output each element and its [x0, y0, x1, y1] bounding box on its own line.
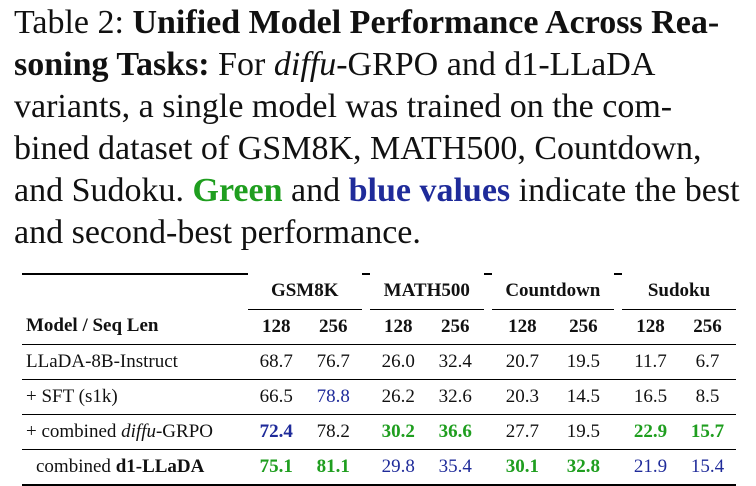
table-row: LLaDA-8B-Instruct 68.7 76.7 26.0 32.4 20…	[22, 343, 736, 379]
cell: 20.7	[491, 343, 553, 379]
caption-body-3: and	[282, 172, 349, 209]
cell: 11.7	[622, 343, 679, 379]
seq-len: 256	[318, 315, 348, 337]
cell: 26.2	[369, 378, 427, 414]
cell-best: 81.1	[304, 448, 362, 486]
cell: 68.7	[247, 343, 305, 379]
table-caption: Table 2: Unified Model Performance Acros…	[14, 2, 744, 254]
caption-diffu: diffu	[273, 46, 337, 83]
results-table: GSM8K MATH500 Countdown Sudoku Model / S…	[22, 273, 736, 486]
group-header-row: GSM8K MATH500 Countdown Sudoku	[22, 273, 736, 310]
cell-second-best: 35.4	[426, 448, 484, 486]
seq-len: 256	[569, 315, 598, 337]
caption-green-word: Green	[192, 172, 283, 209]
table-row: combined d1-LLaDA 75.1 81.1 29.8 35.4 30…	[22, 448, 736, 486]
seq-len: 128	[636, 315, 665, 337]
table-row: + combined diffu-GRPO 72.4 78.2 30.2 36.…	[22, 413, 736, 449]
cell: 6.7	[678, 343, 736, 379]
cell: 16.5	[622, 378, 679, 414]
seq-len: 256	[693, 315, 722, 337]
row-label: LLaDA-8B-Instruct	[22, 343, 248, 379]
cell: 26.0	[369, 343, 427, 379]
cell: 14.5	[552, 378, 614, 414]
cell: 32.4	[426, 343, 484, 379]
cell-second-best: 78.8	[304, 378, 362, 414]
cell: 20.3	[491, 378, 553, 414]
cell: 8.5	[678, 378, 736, 414]
group-header-gsm8k: GSM8K	[247, 274, 362, 310]
cell-second-best: 72.4	[247, 413, 305, 449]
cell-second-best: 15.4	[678, 448, 736, 486]
group-header-math500: MATH500	[369, 274, 484, 310]
seq-len: 128	[262, 315, 291, 337]
caption-blue-word: blue values	[348, 172, 511, 209]
cell-best: 30.2	[369, 413, 427, 449]
cell-best: 36.6	[426, 413, 484, 449]
cell-best: 15.7	[678, 413, 736, 449]
cell: 19.5	[552, 413, 614, 449]
cell: 27.7	[491, 413, 553, 449]
row-label-italic: diffu	[121, 420, 156, 442]
cell: 76.7	[304, 343, 362, 379]
group-header-sudoku: Sudoku	[622, 274, 736, 310]
caption-title: Unified Model Performance Across Rea-son…	[14, 4, 720, 83]
cell-best: 30.1	[491, 448, 553, 486]
caption-body-2: -GRPO and d1-LLaDA variants, a single mo…	[14, 46, 702, 209]
caption-body-4: indicate the best and second-best perfor…	[14, 172, 740, 251]
table-row: + SFT (s1k) 66.5 78.8 26.2 32.6 20.3 14.…	[22, 378, 736, 414]
row-label-post: -GRPO	[155, 420, 213, 442]
row-label: combined d1-LLaDA	[22, 448, 248, 486]
row-label-pre: combined	[36, 455, 116, 477]
cell-second-best: 21.9	[622, 448, 679, 486]
caption-prefix: Table 2:	[14, 4, 133, 41]
seq-len: 128	[508, 315, 537, 337]
header-label: Model / Seq Len	[26, 315, 159, 337]
cell: 19.5	[552, 343, 614, 379]
cell: 66.5	[247, 378, 305, 414]
caption-body-1: For	[209, 46, 274, 83]
seq-len-row: Model / Seq Len 128 256 128 256 128 256 …	[22, 309, 736, 344]
seq-len: 256	[440, 315, 470, 337]
row-label: + combined diffu-GRPO	[22, 413, 248, 449]
cell-best: 32.8	[552, 448, 614, 486]
cell: 32.6	[426, 378, 484, 414]
group-header-countdown: Countdown	[491, 274, 614, 310]
row-label: + SFT (s1k)	[22, 378, 248, 414]
cell: 78.2	[304, 413, 362, 449]
cell-best: 22.9	[622, 413, 679, 449]
cell-best: 75.1	[247, 448, 305, 486]
seq-len: 128	[384, 315, 413, 337]
row-label-bold: d1-LLaDA	[115, 455, 205, 477]
row-label-pre: + combined	[26, 420, 122, 442]
cell-second-best: 29.8	[369, 448, 427, 486]
